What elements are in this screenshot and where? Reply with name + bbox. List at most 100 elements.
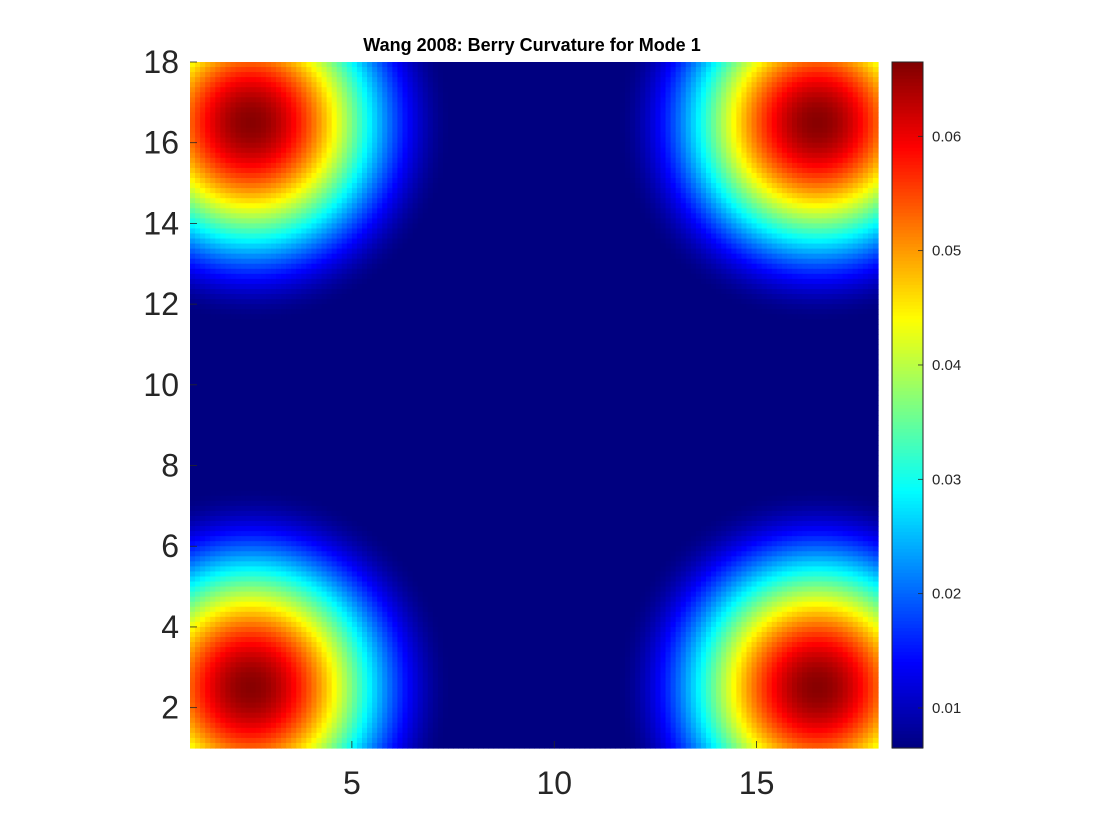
heatmap-cell	[812, 234, 818, 240]
heatmap-cell	[832, 133, 838, 139]
heatmap-cell	[524, 188, 530, 194]
heatmap-cell	[205, 193, 211, 199]
heatmap-cell	[701, 193, 707, 199]
heatmap-cell	[236, 198, 242, 204]
heatmap-cell	[301, 112, 307, 118]
heatmap-cell	[271, 112, 277, 118]
heatmap-cell	[549, 213, 555, 219]
heatmap-cell	[448, 178, 454, 184]
heatmap-cell	[812, 239, 818, 245]
heatmap-cell	[564, 218, 570, 224]
heatmap-cell	[787, 67, 793, 73]
heatmap-cell	[392, 112, 398, 118]
heatmap-cell	[655, 203, 661, 209]
heatmap-cell	[534, 198, 540, 204]
heatmap-cell	[448, 223, 454, 229]
heatmap-cell	[347, 234, 353, 240]
heatmap-cell	[332, 208, 338, 214]
heatmap-cell	[848, 102, 854, 108]
heatmap-cell	[524, 213, 530, 219]
heatmap-cell	[615, 107, 621, 113]
heatmap-cell	[509, 123, 515, 129]
heatmap-cell	[777, 133, 783, 139]
heatmap-cell	[858, 72, 864, 78]
heatmap-cell	[347, 77, 353, 83]
heatmap-cell	[256, 67, 262, 73]
heatmap-cell	[499, 208, 505, 214]
heatmap-cell	[519, 102, 525, 108]
heatmap-cell	[863, 188, 869, 194]
heatmap-cell	[362, 203, 368, 209]
heatmap-cell	[281, 92, 287, 98]
heatmap-cell	[236, 228, 242, 234]
heatmap-cell	[812, 128, 818, 134]
heatmap-cell	[746, 97, 752, 103]
heatmap-cell	[843, 112, 849, 118]
heatmap-cell	[650, 128, 656, 134]
heatmap-cell	[473, 107, 479, 113]
heatmap-cell	[605, 228, 611, 234]
heatmap-cell	[746, 193, 752, 199]
heatmap-cell	[327, 72, 333, 78]
heatmap-cell	[478, 133, 484, 139]
heatmap-cell	[190, 188, 196, 194]
heatmap-cell	[686, 92, 692, 98]
heatmap-cell	[261, 223, 267, 229]
heatmap-cell	[271, 138, 277, 144]
heatmap-cell	[483, 62, 489, 68]
heatmap-cell	[645, 188, 651, 194]
heatmap-cell	[534, 203, 540, 209]
heatmap-cell	[610, 188, 616, 194]
heatmap-cell	[868, 218, 874, 224]
heatmap-cell	[352, 77, 358, 83]
heatmap-cell	[316, 92, 322, 98]
heatmap-cell	[230, 203, 236, 209]
heatmap-cell	[772, 117, 778, 123]
heatmap-cell	[387, 193, 393, 199]
heatmap-cell	[691, 138, 697, 144]
heatmap-cell	[843, 97, 849, 103]
heatmap-cell	[397, 218, 403, 224]
heatmap-cell	[230, 107, 236, 113]
heatmap-cell	[549, 128, 555, 134]
heatmap-cell	[322, 203, 328, 209]
heatmap-cell	[863, 203, 869, 209]
heatmap-cell	[544, 138, 550, 144]
heatmap-cell	[428, 168, 434, 174]
heatmap-cell	[838, 158, 844, 164]
heatmap-cell	[762, 188, 768, 194]
heatmap-cell	[311, 203, 317, 209]
heatmap-cell	[792, 193, 798, 199]
heatmap-cell	[554, 117, 560, 123]
heatmap-cell	[453, 107, 459, 113]
heatmap-cell	[514, 213, 520, 219]
heatmap-cell	[220, 228, 226, 234]
heatmap-cell	[650, 97, 656, 103]
heatmap-cell	[691, 218, 697, 224]
heatmap-cell	[772, 223, 778, 229]
heatmap-cell	[347, 138, 353, 144]
heatmap-cell	[762, 218, 768, 224]
heatmap-cell	[261, 77, 267, 83]
heatmap-cell	[559, 234, 565, 240]
heatmap-cell	[200, 183, 206, 189]
heatmap-cell	[327, 77, 333, 83]
heatmap-cell	[236, 97, 242, 103]
heatmap-cell	[605, 163, 611, 169]
heatmap-cell	[327, 138, 333, 144]
heatmap-cell	[296, 168, 302, 174]
heatmap-cell	[316, 67, 322, 73]
heatmap-cell	[504, 82, 510, 88]
heatmap-cell	[241, 223, 247, 229]
heatmap-cell	[195, 163, 201, 169]
heatmap-cell	[822, 173, 828, 179]
heatmap-cell	[666, 173, 672, 179]
heatmap-cell	[210, 228, 216, 234]
heatmap-cell	[797, 133, 803, 139]
heatmap-cell	[473, 87, 479, 93]
heatmap-cell	[296, 213, 302, 219]
heatmap-cell	[509, 193, 515, 199]
heatmap-cell	[590, 234, 596, 240]
heatmap-cell	[327, 143, 333, 149]
heatmap-cell	[812, 178, 818, 184]
